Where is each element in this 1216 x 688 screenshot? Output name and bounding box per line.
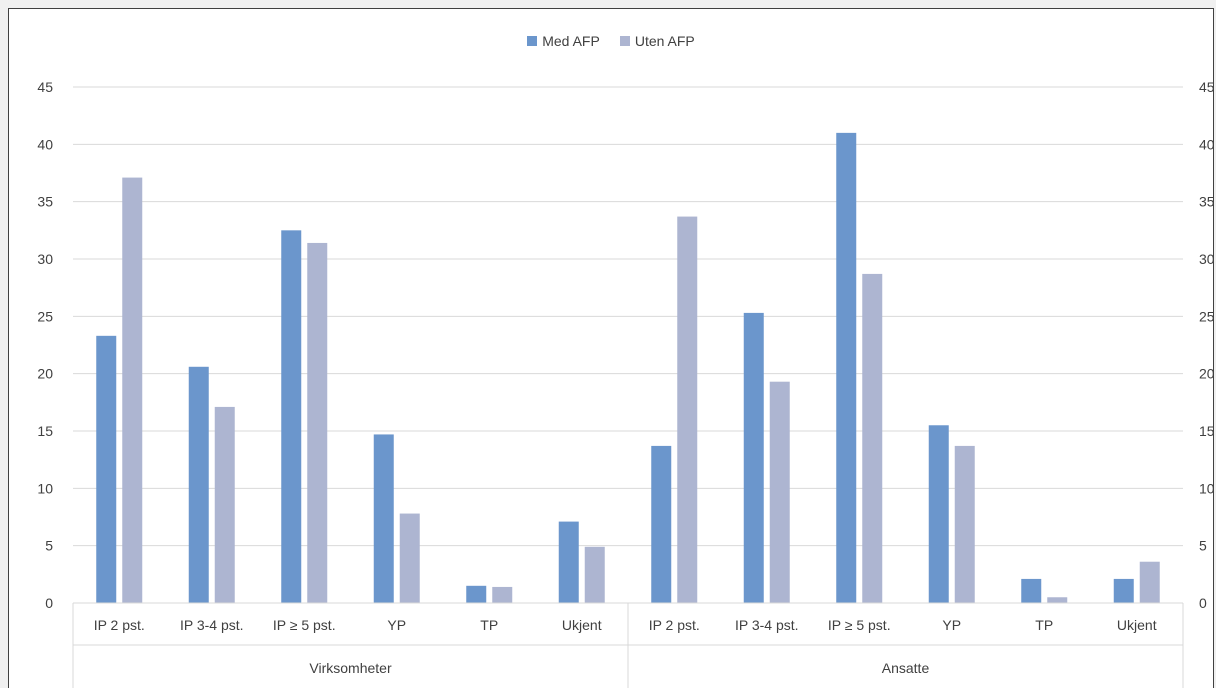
y-tick-label-left: 45 bbox=[37, 79, 53, 95]
y-tick-label-right: 10 bbox=[1199, 480, 1214, 496]
x-tick-label: IP 3-4 pst. bbox=[180, 617, 244, 633]
y-tick-label-right: 30 bbox=[1199, 251, 1214, 267]
bar-med-afp bbox=[96, 335, 117, 603]
x-tick-label: TP bbox=[480, 617, 498, 633]
bar-uten-afp bbox=[677, 216, 698, 603]
bar-uten-afp bbox=[862, 273, 883, 603]
bar-med-afp bbox=[281, 230, 302, 604]
bar-uten-afp bbox=[1139, 561, 1160, 603]
x-tick-label: IP ≥ 5 pst. bbox=[828, 617, 891, 633]
bar-uten-afp bbox=[954, 445, 975, 603]
bar-med-afp bbox=[558, 521, 579, 603]
bar-med-afp bbox=[466, 585, 487, 603]
y-tick-label-right: 5 bbox=[1199, 538, 1207, 554]
bar-med-afp bbox=[188, 366, 209, 603]
legend-swatch-uten-afp bbox=[619, 36, 630, 46]
x-tick-label: IP 2 pst. bbox=[94, 617, 145, 633]
y-tick-label-left: 15 bbox=[37, 423, 53, 439]
x-tick-label: YP bbox=[387, 617, 406, 633]
x-group-label: Ansatte bbox=[882, 660, 930, 676]
x-tick-label: Ukjent bbox=[1117, 617, 1157, 633]
legend-label-med-afp: Med AFP bbox=[542, 33, 600, 49]
x-tick-label: TP bbox=[1035, 617, 1053, 633]
bar-med-afp bbox=[928, 425, 949, 603]
x-tick-label: YP bbox=[942, 617, 961, 633]
legend-item-uten-afp: Uten AFP bbox=[619, 33, 695, 49]
x-group-label: Virksomheter bbox=[309, 660, 392, 676]
y-tick-label-left: 25 bbox=[37, 308, 53, 324]
y-tick-label-right: 25 bbox=[1199, 308, 1214, 324]
bar-uten-afp bbox=[769, 381, 790, 603]
y-tick-label-left: 40 bbox=[37, 136, 53, 152]
chart-frame: Med AFP Uten AFP 0 0 5 5 10 10 15 15 20 20 25 25 30 3… bbox=[8, 8, 1214, 688]
x-tick-label: IP 2 pst. bbox=[649, 617, 700, 633]
legend-swatch-med-afp bbox=[527, 36, 538, 46]
y-tick-label-right: 0 bbox=[1199, 595, 1207, 611]
y-tick-label-right: 20 bbox=[1199, 366, 1214, 382]
y-tick-label-left: 20 bbox=[37, 366, 53, 382]
y-tick-label-left: 10 bbox=[37, 480, 53, 496]
y-tick-label-left: 0 bbox=[45, 595, 53, 611]
bar-uten-afp bbox=[307, 242, 328, 604]
bar-chart: 0 0 5 5 10 10 15 15 20 20 25 25 30 30 35 35 40 40 45 45 IP 2… bbox=[37, 79, 1214, 688]
x-tick-label: Ukjent bbox=[562, 617, 602, 633]
bar-uten-afp bbox=[492, 586, 513, 603]
y-tick-label-right: 15 bbox=[1199, 423, 1214, 439]
legend: Med AFP Uten AFP bbox=[9, 33, 1213, 49]
y-tick-label-right: 35 bbox=[1199, 194, 1214, 210]
x-tick-label: IP ≥ 5 pst. bbox=[273, 617, 336, 633]
y-tick-label-left: 30 bbox=[37, 251, 53, 267]
bar-uten-afp bbox=[214, 406, 235, 603]
y-tick-label-left: 5 bbox=[45, 538, 53, 554]
bar-med-afp bbox=[836, 132, 857, 603]
y-tick-label-left: 35 bbox=[37, 194, 53, 210]
bar-med-afp bbox=[1113, 578, 1134, 603]
bar-med-afp bbox=[743, 312, 764, 603]
bar-uten-afp bbox=[1047, 597, 1068, 603]
legend-label-uten-afp: Uten AFP bbox=[634, 33, 695, 49]
bar-med-afp bbox=[1021, 578, 1042, 603]
y-tick-label-right: 40 bbox=[1199, 136, 1214, 152]
bar-med-afp bbox=[373, 434, 394, 603]
bar-med-afp bbox=[651, 445, 672, 603]
bar-uten-afp bbox=[584, 546, 605, 603]
y-tick-label-right: 45 bbox=[1199, 79, 1214, 95]
legend-item-med-afp: Med AFP bbox=[527, 33, 600, 49]
x-tick-label: IP 3-4 pst. bbox=[735, 617, 799, 633]
bar-uten-afp bbox=[122, 177, 143, 603]
bar-uten-afp bbox=[399, 513, 420, 603]
